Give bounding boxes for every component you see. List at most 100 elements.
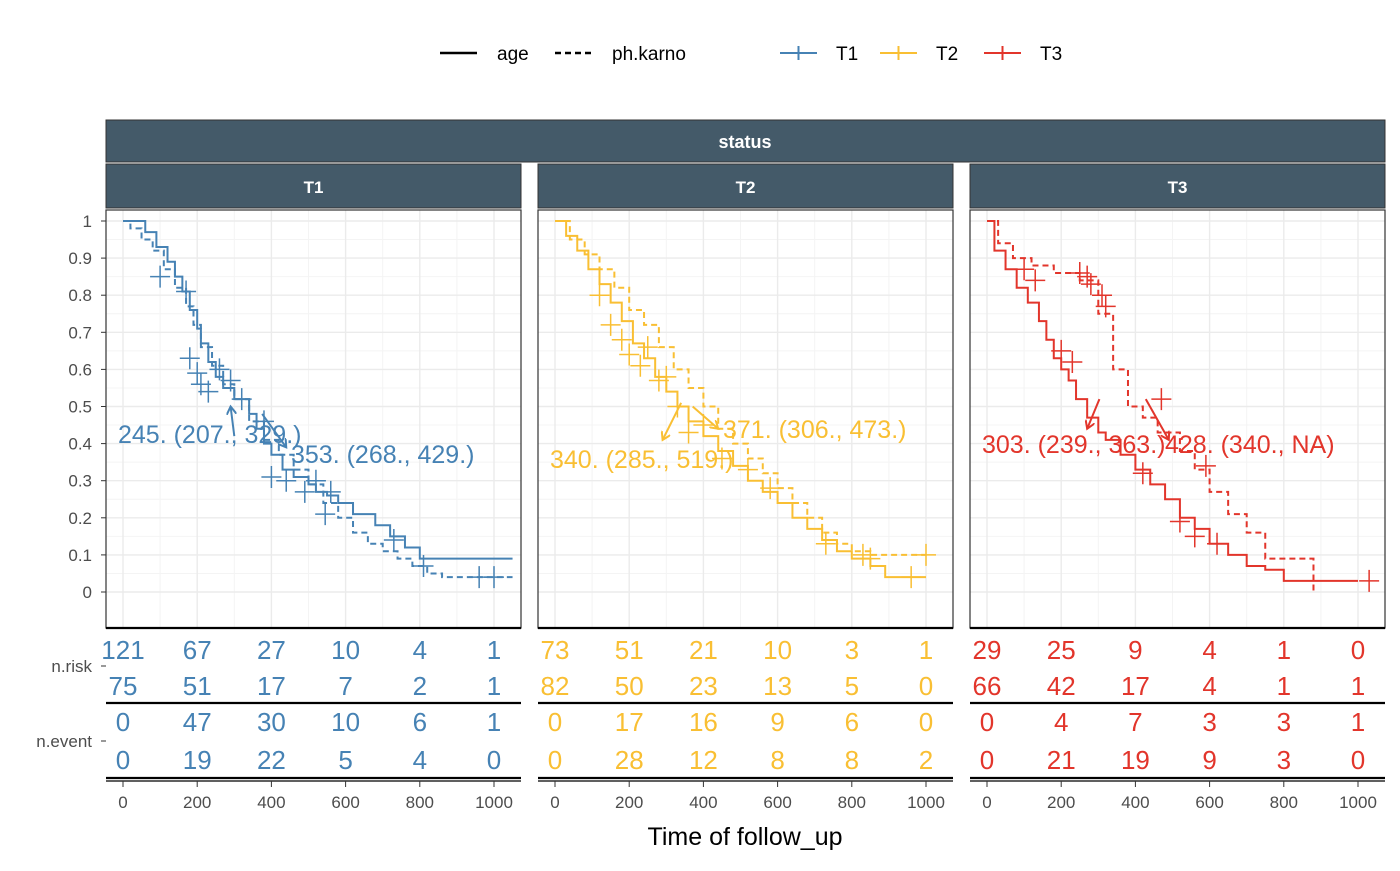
censor-mark (667, 395, 688, 418)
n-event-value: 1 (1351, 707, 1365, 737)
median-label: 303. (239., 363.) (982, 431, 1165, 459)
n-risk-value: 0 (1351, 635, 1365, 665)
y-tick-label: 0.5 (68, 398, 92, 417)
censor-mark (1092, 284, 1113, 307)
n-risk-value: 0 (919, 671, 933, 701)
panel-background (106, 210, 521, 628)
censor-mark (294, 480, 315, 503)
n-event-value: 47 (183, 707, 212, 737)
censor-mark (1151, 388, 1172, 411)
censor-mark (1095, 295, 1116, 318)
censor-mark (276, 469, 297, 492)
median-arrow (231, 407, 235, 437)
legend: age ph.karno T1 T2 T3 (440, 44, 1062, 65)
censor-mark (916, 543, 936, 566)
n-risk-value: 4 (1202, 635, 1216, 665)
n-risk-value: 66 (973, 671, 1002, 701)
n-event-value: 28 (615, 745, 644, 775)
censor-mark (1051, 339, 1072, 362)
censor-mark (589, 284, 610, 307)
y-tick-label: 0.1 (68, 546, 92, 565)
x-tick-label: 1000 (475, 793, 513, 812)
n-event-value: 3 (1202, 707, 1216, 737)
outer-strip (105, 119, 1386, 163)
n-risk-value: 51 (183, 671, 212, 701)
row-label-n-event: n.event (36, 732, 92, 751)
n-risk-value: 10 (331, 635, 360, 665)
n-event-value: 7 (1128, 707, 1142, 737)
censor-mark (637, 336, 658, 359)
censor-mark (261, 465, 282, 488)
n-risk-value: 21 (689, 635, 718, 665)
censor-mark (619, 343, 640, 366)
table-row-labels: n.risk n.event (36, 657, 106, 751)
x-tick-label: 600 (331, 793, 359, 812)
censor-mark (678, 421, 699, 444)
n-event-value: 0 (548, 707, 562, 737)
x-tick-label: 600 (1195, 793, 1223, 812)
n-event-value: 0 (919, 707, 933, 737)
n-risk-value: 4 (413, 635, 427, 665)
panel-strip-label-T2: T2 (736, 178, 756, 197)
n-risk-value: 7 (338, 671, 352, 701)
censor-mark (630, 354, 651, 377)
y-tick-label: 0.3 (68, 472, 92, 491)
n-risk-value: 2 (413, 671, 427, 701)
panel-T2: 340. (285., 519.)371. (306., 473.)73 51 21… (537, 209, 954, 782)
censor-mark (1014, 258, 1035, 281)
censor-mark (1025, 269, 1046, 292)
n-risk-value: 67 (183, 635, 212, 665)
n-risk-value: 29 (973, 635, 1002, 665)
legend-label-ph-karno: ph.karno (612, 44, 686, 65)
n-event-value: 0 (487, 745, 501, 775)
n-risk-value: 42 (1047, 671, 1076, 701)
n-event-value: 0 (980, 745, 994, 775)
n-risk-value: 4 (1202, 671, 1216, 701)
y-tick-label: 0 (83, 583, 92, 602)
y-tick-label: 0.2 (68, 509, 92, 528)
panel-background (538, 210, 953, 628)
y-tick-label: 0.6 (68, 360, 92, 379)
panel-background (970, 210, 1385, 628)
censor-mark (1169, 510, 1190, 533)
x-tick-label: 200 (183, 793, 211, 812)
n-event-value: 10 (331, 707, 360, 737)
censor-mark (737, 458, 758, 481)
outer-strip-label: status (718, 132, 771, 152)
n-event-value: 22 (257, 745, 286, 775)
censor-mark (150, 265, 171, 288)
n-risk-value: 82 (541, 671, 570, 701)
n-event-value: 2 (919, 745, 933, 775)
x-tick-label: 0 (982, 793, 991, 812)
n-event-value: 9 (1202, 745, 1216, 775)
censor-mark (176, 280, 197, 303)
n-event-value: 6 (845, 707, 859, 737)
median-label: 353. (268., 429.) (291, 441, 474, 469)
y-tick-label: 1 (83, 212, 92, 231)
n-risk-value: 17 (1121, 671, 1150, 701)
censor-mark (1184, 525, 1205, 548)
legend-label-T2: T2 (936, 44, 958, 65)
y-tick-label: 0.7 (68, 323, 92, 342)
n-event-value: 0 (116, 707, 130, 737)
censor-mark (860, 547, 881, 570)
censor-mark (648, 369, 669, 392)
n-risk-value: 1 (919, 635, 933, 665)
n-event-value: 0 (980, 707, 994, 737)
n-risk-value: 5 (845, 671, 859, 701)
n-event-value: 9 (770, 707, 784, 737)
censor-mark (179, 347, 200, 370)
n-risk-value: 27 (257, 635, 286, 665)
n-risk-value: 1 (1277, 671, 1291, 701)
x-tick-label: 1000 (907, 793, 945, 812)
censor-mark (187, 362, 208, 385)
panel-strip-label-T1: T1 (304, 178, 324, 197)
legend-label-age: age (497, 44, 529, 65)
n-event-value: 19 (1121, 745, 1150, 775)
n-event-value: 3 (1277, 745, 1291, 775)
x-tick-label: 600 (763, 793, 791, 812)
median-arrow (1144, 398, 1169, 440)
n-risk-value: 75 (109, 671, 138, 701)
censor-mark (901, 566, 922, 589)
censor-mark (711, 447, 732, 470)
